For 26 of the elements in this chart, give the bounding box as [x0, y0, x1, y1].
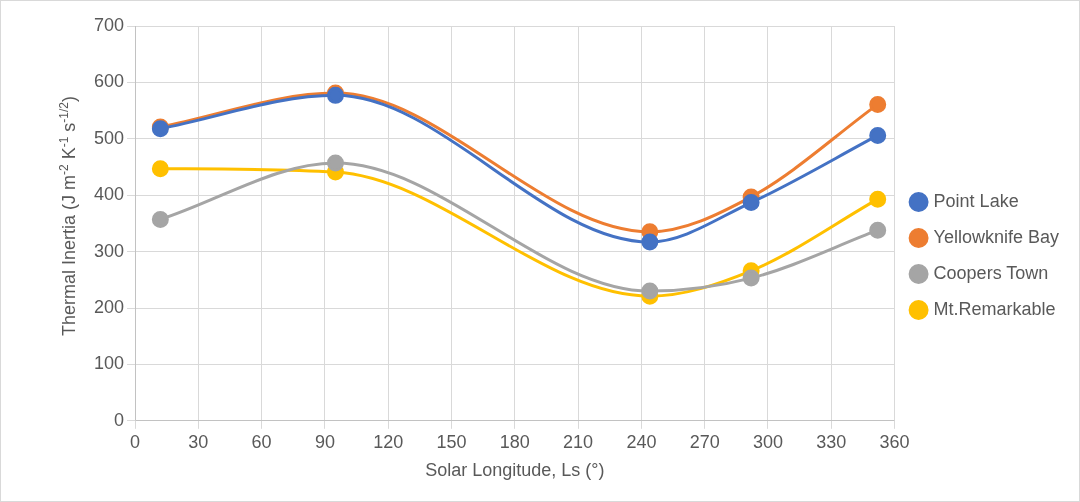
- legend-label: Point Lake: [933, 190, 1019, 211]
- x-tick-label: 330: [816, 431, 847, 452]
- y-tick-label: 600: [93, 71, 125, 92]
- y-tick-label: 700: [93, 14, 125, 35]
- x-tick-label: 150: [436, 431, 467, 452]
- legend-label: Yellowknife Bay: [933, 226, 1060, 247]
- y-tick-label: 300: [93, 240, 125, 261]
- legend-label: Coopers Town: [933, 262, 1049, 283]
- y-tick-label: 200: [93, 296, 125, 317]
- y-tick-label: 400: [93, 184, 125, 205]
- x-tick-label: 360: [879, 431, 910, 452]
- x-tick-label: 240: [626, 431, 657, 452]
- x-tick-label: 120: [373, 431, 404, 452]
- y-tick-label: 100: [93, 353, 125, 374]
- x-axis-title: Solar Longitude, Ls (°): [425, 460, 605, 481]
- y-tick-label: 500: [93, 127, 125, 148]
- x-tick-label: 60: [251, 431, 272, 452]
- x-tick-label: 300: [752, 431, 784, 452]
- y-tick-label: 0: [114, 409, 125, 430]
- legend-label: Mt.Remarkable: [933, 298, 1056, 319]
- x-tick-label: 210: [563, 431, 594, 452]
- x-tick-label: 270: [689, 431, 720, 452]
- x-tick-label: 0: [130, 431, 141, 452]
- x-tick-label: 90: [314, 431, 335, 452]
- x-tick-label: 30: [188, 431, 209, 452]
- x-tick-label: 180: [499, 431, 530, 452]
